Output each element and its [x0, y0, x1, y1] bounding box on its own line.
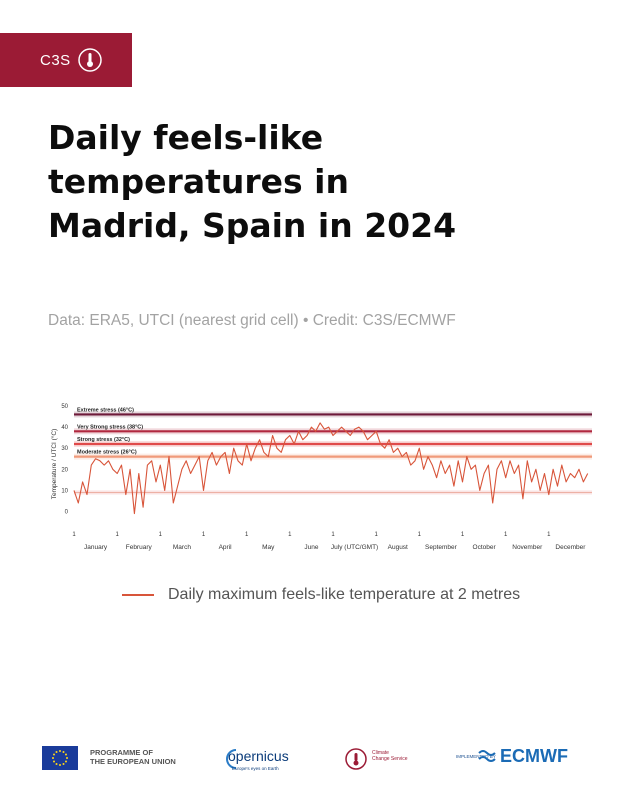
- x-tick-day-0: 1: [72, 532, 76, 538]
- eu-text-line-1: PROGRAMME OF: [90, 748, 153, 757]
- y-tick-label-4: 40: [61, 425, 68, 431]
- brand-label: C3S: [40, 51, 71, 69]
- stress-band-label-0: Extreme stress (46°C): [77, 407, 134, 413]
- x-tick-day-6: 1: [331, 532, 335, 538]
- copernicus-c-icon: [226, 749, 237, 769]
- x-tick-day-1: 1: [115, 532, 119, 538]
- legend: Daily maximum feels-like temperature at …: [122, 586, 520, 604]
- c3s-logo: Climate Change Service: [344, 744, 424, 774]
- x-tick-day-8: 1: [418, 532, 422, 538]
- implemented-by-label: IMPLEMENTED BY: [456, 754, 496, 759]
- x-tick-day-11: 1: [547, 532, 551, 538]
- x-tick-day-10: 1: [504, 532, 508, 538]
- copernicus-logo: opernicus Europe's eyes on Earth: [222, 744, 302, 774]
- stress-band-label-2: Strong stress (32°C): [77, 437, 130, 443]
- x-month-label-8: September: [425, 544, 458, 551]
- legend-line-swatch: [122, 594, 154, 596]
- stress-band-label-3: Moderate stress (26°C): [77, 450, 137, 456]
- ecmwf-wordmark: ECMWF: [500, 746, 568, 766]
- x-month-label-7: August: [388, 544, 408, 551]
- brand-tab: C3S: [0, 33, 132, 87]
- copernicus-wordmark: opernicus: [228, 748, 289, 764]
- x-tick-day-9: 1: [461, 532, 465, 538]
- c3s-logo-text: Climate Change Service: [372, 750, 408, 762]
- y-tick-label-5: 50: [61, 404, 68, 410]
- x-month-label-0: January: [84, 544, 108, 551]
- x-month-label-2: March: [173, 544, 191, 551]
- x-tick-day-3: 1: [202, 532, 206, 538]
- copernicus-tagline: Europe's eyes on Earth: [232, 766, 279, 771]
- x-month-label-9: October: [473, 544, 497, 551]
- x-month-label-6: July (UTC/GMT): [331, 544, 378, 551]
- page-subtitle: Data: ERA5, UTCI (nearest grid cell) • C…: [48, 312, 456, 329]
- x-month-label-1: February: [126, 544, 153, 551]
- chart-svg: Extreme stress (46°C) Very Strong stress …: [50, 404, 592, 551]
- x-tick-day-2: 1: [159, 532, 163, 538]
- y-axis-label: Temperature / UTCI (°C): [50, 429, 58, 500]
- x-month-label-10: November: [512, 544, 543, 551]
- page-title: Daily feels-like temperatures in Madrid,…: [48, 118, 457, 245]
- footer-logos: PROGRAMME OF THE EUROPEAN UNION opernicu…: [0, 740, 640, 780]
- x-month-label-4: May: [262, 544, 275, 551]
- eu-programme-text: PROGRAMME OF THE EUROPEAN UNION: [90, 748, 176, 766]
- c3s-thermometer-icon: [77, 48, 102, 72]
- c3s-text-line-1: Climate: [372, 750, 389, 756]
- y-tick-label-1: 10: [61, 488, 68, 494]
- y-tick-label-0: 0: [65, 509, 69, 515]
- series-line-0: [73, 422, 589, 515]
- y-tick-label-2: 20: [61, 467, 68, 473]
- eu-flag-icon: [42, 746, 78, 770]
- x-month-label-11: December: [555, 544, 586, 551]
- stress-band-label-1: Very Strong stress (38°C): [77, 424, 143, 430]
- chart: Extreme stress (46°C) Very Strong stress …: [44, 396, 600, 556]
- x-tick-day-5: 1: [288, 532, 292, 538]
- c3s-ring-icon: [345, 748, 367, 770]
- x-tick-day-7: 1: [374, 532, 378, 538]
- legend-label: Daily maximum feels-like temperature at …: [168, 586, 521, 603]
- x-tick-day-4: 1: [245, 532, 249, 538]
- x-month-label-3: April: [219, 544, 233, 551]
- eu-text-line-2: THE EUROPEAN UNION: [90, 757, 176, 766]
- y-tick-label-3: 30: [61, 446, 68, 452]
- x-month-label-5: June: [304, 544, 318, 551]
- ecmwf-wave-icon: [478, 750, 496, 762]
- c3s-text-line-2: Change Service: [372, 756, 408, 762]
